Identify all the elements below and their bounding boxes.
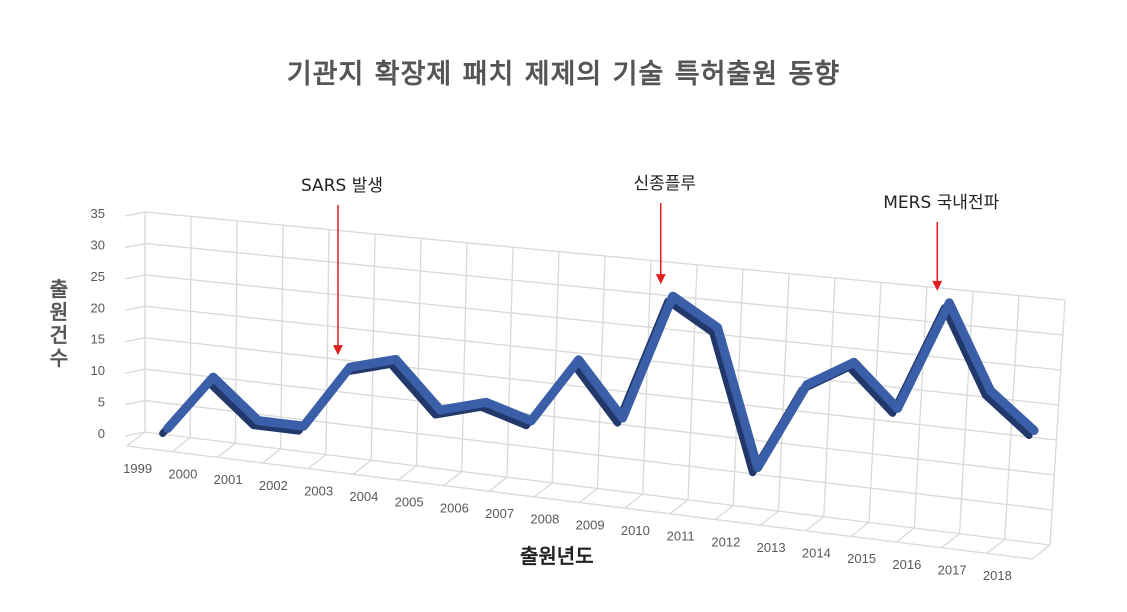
gridline-vertical <box>461 242 468 472</box>
gridline-vertical <box>958 291 974 534</box>
gridline-side <box>124 211 146 217</box>
y-tick-label: 30 <box>91 237 105 252</box>
gridline-vertical <box>777 273 790 512</box>
gridline-vertical <box>325 229 330 455</box>
gridline-vertical <box>506 247 514 478</box>
floor-gridline <box>941 533 960 549</box>
gridline-vertical <box>415 238 422 466</box>
chart-title: 기관지 확장제 패치 제제의 기술 특허출원 동향 <box>286 59 841 90</box>
floor-gridline <box>217 442 236 458</box>
x-tick-label: 2008 <box>530 512 559 527</box>
gridline-side <box>124 242 146 249</box>
gridline-side <box>124 368 146 374</box>
x-tick-label: 2016 <box>892 557 921 572</box>
x-tick-label: 2007 <box>485 506 514 521</box>
y-tick-label: 5 <box>98 395 105 410</box>
floor-gridline <box>171 437 191 453</box>
gridline-vertical <box>1049 299 1066 546</box>
gridline-vertical <box>596 255 606 489</box>
floor-gridline <box>307 454 327 470</box>
x-tick-label: 2001 <box>214 472 243 487</box>
gridline-vertical <box>913 286 928 529</box>
x-tick-label: 2002 <box>259 478 288 493</box>
annotation-mers: MERS 국내전파 <box>883 193 1000 213</box>
x-tick-label: 2010 <box>621 523 650 538</box>
x-tick-label: 1999 <box>123 461 152 476</box>
x-tick-label: 2000 <box>168 466 197 481</box>
y-tick-label: 10 <box>91 363 105 378</box>
gridline-side <box>124 337 146 343</box>
x-tick-label: 2018 <box>983 568 1012 583</box>
floor-gridline <box>126 431 146 447</box>
floor-gridline <box>1031 544 1051 560</box>
annotation-swine-flu: 신종플루 <box>633 174 697 194</box>
floor-gridline <box>895 527 915 543</box>
floor-gridline <box>533 482 553 498</box>
floor-gridline <box>579 487 598 504</box>
gridline-vertical <box>280 225 284 449</box>
floor-gridline <box>488 476 508 492</box>
floor-gridline <box>352 459 372 475</box>
floor-edge <box>126 445 1033 560</box>
gridline-vertical <box>868 282 882 523</box>
floor-gridline <box>262 448 282 464</box>
arrow-head-icon <box>655 274 666 285</box>
annotation-sars: SARS 발생 <box>300 176 383 196</box>
x-tick-label: 2011 <box>667 529 695 544</box>
floor-gridline <box>669 499 689 515</box>
y-tick-label: 25 <box>91 269 105 284</box>
floor-gridline <box>805 516 825 532</box>
x-tick-label: 2015 <box>847 551 876 566</box>
gridline-side <box>124 305 146 311</box>
x-tick-label: 2012 <box>711 534 740 549</box>
floor-gridline <box>850 521 870 537</box>
y-tick-label: 35 <box>91 206 105 221</box>
x-tick-label: 2009 <box>576 517 605 532</box>
arrow-head-icon <box>332 345 343 356</box>
x-tick-label: 2005 <box>395 495 424 510</box>
y-tick-label: 20 <box>91 300 105 315</box>
gridline-vertical <box>823 277 836 517</box>
x-tick-label: 2014 <box>802 546 831 561</box>
y-axis-label: 출원건수 <box>49 277 69 370</box>
x-tick-label: 2017 <box>938 563 967 578</box>
gridline-vertical <box>642 260 652 495</box>
x-tick-label: 2013 <box>757 540 786 555</box>
gridline-side <box>124 399 146 406</box>
gridline-side <box>124 431 146 437</box>
floor-gridline <box>714 504 734 520</box>
floor-gridline <box>398 465 417 481</box>
floor-gridline <box>443 471 463 487</box>
gridline-vertical <box>370 233 376 461</box>
data-line <box>163 291 1039 473</box>
y-tick-label: 15 <box>91 332 105 347</box>
floor-gridline <box>624 493 644 509</box>
gridline-side <box>124 274 146 280</box>
floor-gridline <box>760 510 779 526</box>
x-tick-label: 2004 <box>349 489 378 504</box>
x-axis-label: 출원년도 <box>520 544 594 568</box>
x-tick-label: 2006 <box>440 500 469 515</box>
gridline-vertical <box>687 264 698 500</box>
floor-gridline <box>986 538 1006 554</box>
x-tick-label: 2003 <box>304 483 333 498</box>
gridline-horizontal <box>144 211 1066 301</box>
y-tick-label: 0 <box>98 426 105 441</box>
gridline-vertical <box>551 251 560 483</box>
arrow-head-icon <box>932 280 943 291</box>
